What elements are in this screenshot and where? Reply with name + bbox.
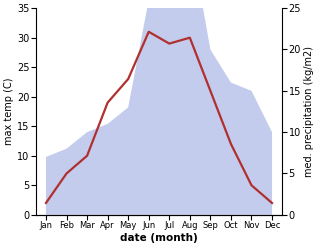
X-axis label: date (month): date (month) (120, 233, 198, 243)
Y-axis label: max temp (C): max temp (C) (4, 78, 14, 145)
Y-axis label: med. precipitation (kg/m2): med. precipitation (kg/m2) (304, 46, 314, 177)
